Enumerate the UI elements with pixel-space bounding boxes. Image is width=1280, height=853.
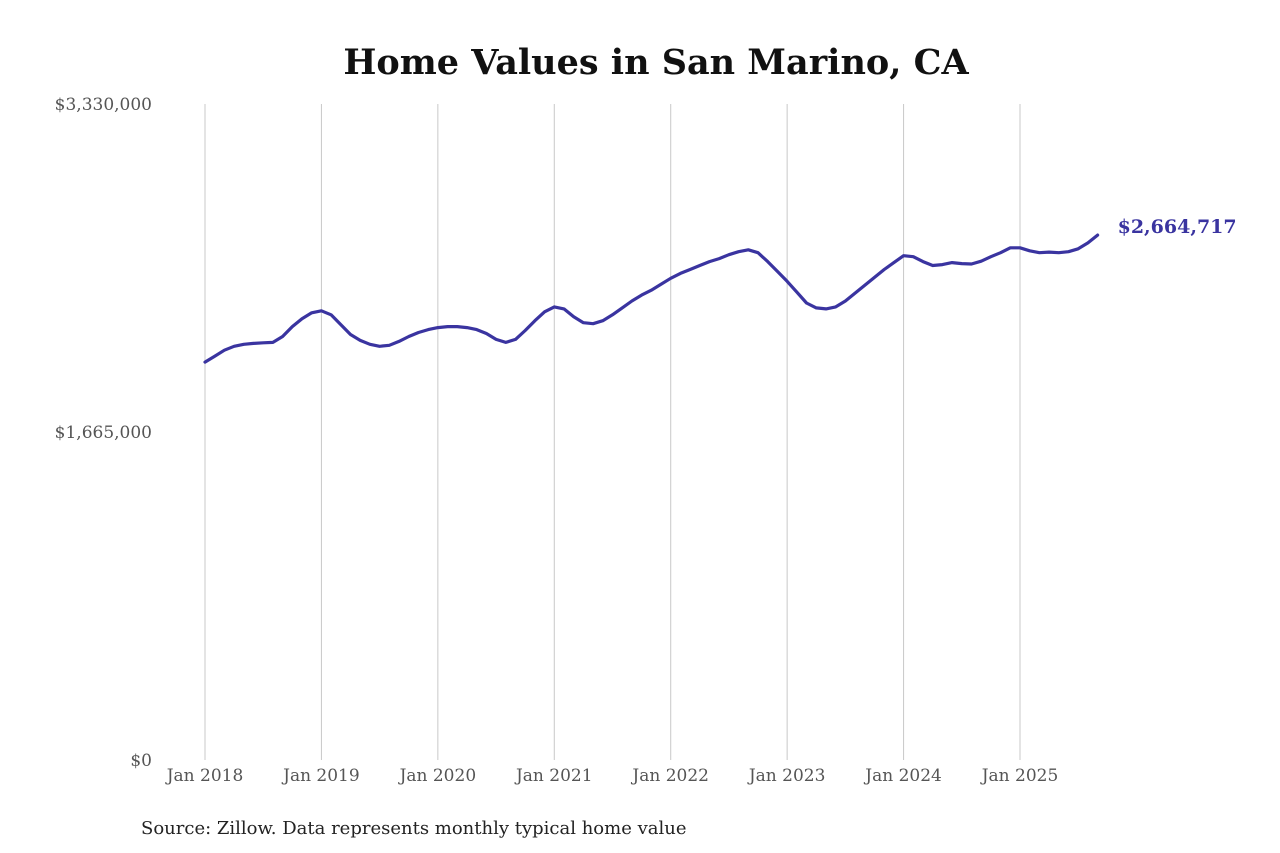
x-tick-label: Jan 2021	[514, 766, 593, 786]
y-axis-tick-labels: $0 $1,665,000 $3,330,000	[55, 95, 152, 771]
x-tick-label: Jan 2024	[863, 766, 942, 786]
y-tick-label: $0	[130, 751, 152, 771]
latest-value-label: $2,664,717	[1118, 216, 1237, 238]
y-tick-label: $1,665,000	[55, 423, 152, 443]
source-note: Source: Zillow. Data represents monthly …	[141, 818, 687, 839]
chart-title: Home Values in San Marino, CA	[343, 42, 969, 83]
x-tick-label: Jan 2023	[747, 766, 826, 786]
vertical-gridlines	[204, 104, 1021, 760]
x-tick-label: Jan 2020	[398, 766, 477, 786]
x-tick-label: Jan 2022	[630, 766, 709, 786]
x-axis-tick-labels: Jan 2018 Jan 2019 Jan 2020 Jan 2021 Jan 2022…	[165, 766, 1059, 786]
x-tick-label: Jan 2025	[980, 766, 1059, 786]
home-value-line	[203, 233, 1100, 364]
x-tick-label: Jan 2019	[281, 766, 360, 786]
y-tick-label: $3,330,000	[55, 95, 152, 115]
x-tick-label: Jan 2018	[165, 766, 244, 786]
